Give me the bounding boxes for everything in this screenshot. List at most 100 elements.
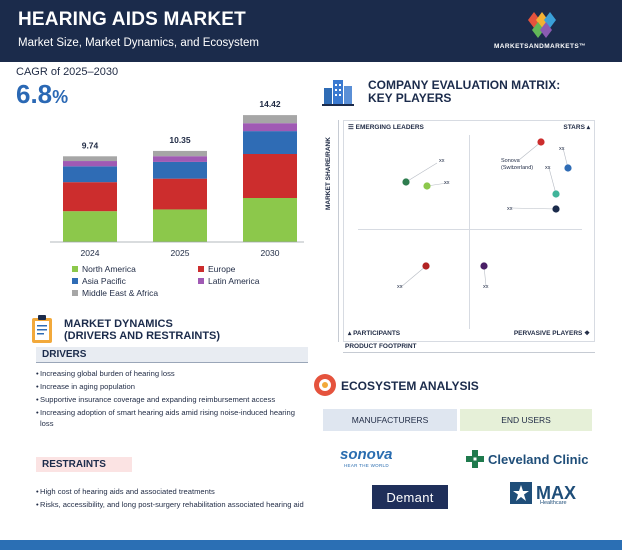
matrix-point-label: xx	[397, 284, 403, 290]
matrix-title-line2: KEY PLAYERS	[368, 91, 452, 105]
quadrant-label-pervasive-players: PERVASIVE PLAYERS ❖	[513, 330, 590, 337]
max-wordmark: MAX	[536, 483, 576, 503]
legend-swatch	[72, 278, 78, 284]
matrix-title: COMPANY EVALUATION MATRIX: KEY PLAYERS	[368, 79, 608, 105]
cagr-label: CAGR of 2025–2030	[16, 66, 119, 78]
matrix-horizontal-divider	[358, 229, 582, 230]
marketsandmarkets-logo: MARKETSANDMARKETS™	[480, 8, 600, 54]
cagr-value: 6.8%	[16, 79, 68, 110]
list-item: Increase in aging population	[36, 381, 308, 392]
bar-segment-latin-america-2024	[63, 161, 117, 167]
bar-segment-europe-2024	[63, 182, 117, 212]
matrix-y-axis-line	[338, 120, 339, 342]
matrix-point-stars	[552, 205, 560, 213]
tab-manufacturers: MANUFACTURERS	[323, 409, 457, 431]
demant-logo: Demant	[372, 485, 448, 509]
bar-segment-asia-pacific-2030	[243, 131, 297, 154]
quadrant-label-participants: ▴ PARTICIPANTS	[348, 330, 401, 337]
bar-segment-middle-east-africa-2030	[243, 115, 297, 124]
header-banner: HEARING AIDS MARKET Market Size, Market …	[0, 0, 622, 62]
matrix-point-label: xx	[483, 284, 489, 290]
legend-item-north-america: North America	[72, 264, 136, 274]
legend-label: Europe	[208, 264, 236, 274]
matrix-point-label: xx	[439, 158, 445, 164]
cagr-unit: %	[52, 87, 69, 107]
matrix-leader-line	[548, 167, 557, 195]
legend-item-asia-pacific: Asia Pacific	[72, 276, 126, 286]
x-tick-label: 2030	[261, 248, 280, 258]
bar-total-label: 9.74	[82, 140, 99, 150]
clipboard-icon	[32, 315, 52, 343]
ecosystem-icon	[314, 374, 336, 396]
matrix-leader-line	[400, 265, 427, 288]
bar-total-label: 14.42	[259, 99, 281, 109]
matrix-point-stars	[564, 164, 572, 172]
buildings-icon	[322, 80, 354, 106]
matrix-x-axis-line	[343, 352, 595, 353]
sonova-wordmark: sonova	[340, 446, 393, 463]
list-item: Increasing global burden of hearing loss	[36, 368, 308, 379]
footer-bar	[0, 540, 622, 550]
dynamics-title: MARKET DYNAMICS (DRIVERS AND RESTRAINTS)	[64, 318, 220, 342]
quadrant-label-emerging-leaders: ☰ EMERGING LEADERS	[348, 124, 424, 131]
evaluation-matrix: ☰ EMERGING LEADERS STARS ▴ ▴ PARTICIPANT…	[343, 120, 595, 342]
matrix-point-emerging-leaders	[423, 182, 431, 190]
bar-segment-europe-2030	[243, 154, 297, 198]
diamond-logo-icon	[528, 12, 556, 38]
ecosystem-title: ECOSYSTEM ANALYSIS	[341, 379, 479, 393]
restraints-header: RESTRAINTS	[36, 457, 132, 472]
matrix-x-axis-label: PRODUCT FOOTPRINT	[345, 343, 417, 350]
matrix-points: xx xx Sonova(Switzerland) xx xx xx xx xx	[397, 138, 572, 290]
legend-swatch	[198, 266, 204, 272]
page-title: HEARING AIDS MARKET	[18, 9, 246, 30]
matrix-point-participants	[422, 262, 430, 270]
x-tick-label: 2024	[81, 248, 100, 258]
drivers-header: DRIVERS	[36, 347, 308, 363]
bar-segment-latin-america-2025	[153, 156, 207, 162]
dynamics-title-line2: (DRIVERS AND RESTRAINTS)	[64, 330, 221, 342]
legend-swatch	[72, 290, 78, 296]
matrix-vertical-divider	[469, 135, 470, 329]
matrix-leader-line	[510, 207, 557, 210]
bar-segment-north-america-2025	[153, 209, 207, 242]
list-item: Increasing adoption of smart hearing aid…	[36, 407, 308, 429]
cleveland-wordmark: Cleveland Clinic	[488, 451, 589, 467]
bar-segment-middle-east-africa-2025	[153, 150, 207, 157]
restraints-list: High cost of hearing aids and associated…	[36, 486, 326, 512]
matrix-point-label: Sonova	[501, 158, 521, 164]
matrix-point-stars	[537, 138, 545, 146]
bar-segment-north-america-2024	[63, 211, 117, 242]
matrix-point-emerging-leaders	[402, 178, 410, 186]
matrix-point-label: xx	[545, 165, 551, 171]
matrix-leader-line	[405, 162, 438, 183]
bar-segment-asia-pacific-2025	[153, 161, 207, 179]
cagr-number: 6.8	[16, 79, 53, 109]
bar-segment-europe-2025	[153, 178, 207, 210]
sonova-tagline: HEAR THE WORLD	[344, 463, 389, 468]
matrix-point-pervasive-players	[480, 262, 488, 270]
matrix-title-line1: COMPANY EVALUATION MATRIX:	[368, 78, 561, 92]
max-subtitle: Healthcare	[540, 500, 567, 506]
bar-total-label: 10.35	[169, 135, 191, 145]
legend-label: Asia Pacific	[82, 276, 126, 286]
legend-swatch	[198, 278, 204, 284]
page-subtitle: Market Size, Market Dynamics, and Ecosys…	[18, 37, 259, 49]
tab-end-users: END USERS	[460, 409, 592, 431]
legend-item-middle-east-africa: Middle East & Africa	[72, 288, 158, 298]
matrix-point-stars	[552, 190, 560, 198]
legend-swatch	[72, 266, 78, 272]
bar-segment-latin-america-2030	[243, 123, 297, 132]
brand-name: MARKETSANDMARKETS™	[493, 43, 587, 50]
legend-label: Middle East & Africa	[82, 288, 159, 298]
legend-label: North America	[82, 264, 136, 274]
cleveland-clinic-logo: Cleveland Clinic	[466, 448, 594, 470]
list-item: Supportive insurance coverage and expand…	[36, 394, 308, 405]
matrix-leader-line	[518, 141, 542, 161]
matrix-point-label: (Switzerland)	[501, 165, 533, 171]
drivers-list: Increasing global burden of hearing loss…	[36, 368, 308, 431]
sonova-logo: sonova HEAR THE WORLD	[340, 446, 400, 472]
dynamics-title-line1: MARKET DYNAMICS	[64, 318, 173, 330]
bar-segment-asia-pacific-2024	[63, 166, 117, 183]
matrix-point-label: xx	[507, 206, 513, 212]
market-size-bar-chart: 9.74 2024 10.35 2025 14.42 2030	[50, 99, 304, 258]
